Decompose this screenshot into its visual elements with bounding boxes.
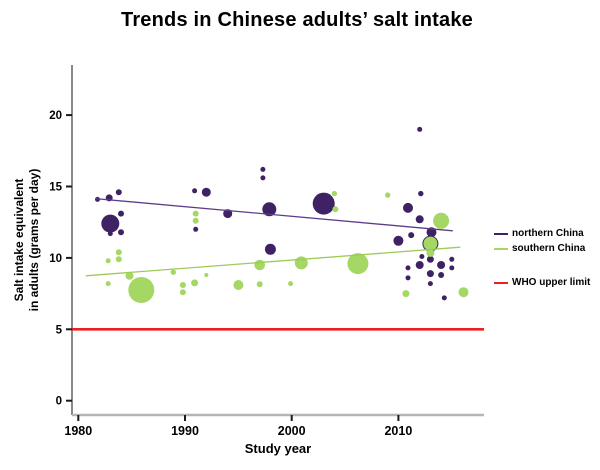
legend-item-southern: southern China (494, 241, 590, 256)
data-point-southern (233, 280, 244, 290)
data-point-northern (403, 202, 413, 213)
data-point-northern (426, 255, 434, 263)
data-point-northern (408, 232, 415, 239)
data-point-northern (415, 261, 424, 269)
legend-swatch-who-icon (494, 281, 508, 284)
data-point-northern (449, 256, 455, 262)
data-point-northern (419, 254, 425, 259)
data-point-southern (125, 271, 134, 280)
data-point-northern (415, 215, 424, 224)
data-point-northern (260, 166, 266, 172)
data-point-southern (426, 248, 435, 257)
data-point-northern (260, 175, 266, 181)
data-point-southern (288, 281, 294, 287)
data-point-northern (193, 226, 199, 232)
data-point-northern (118, 210, 124, 217)
data-point-southern (192, 217, 199, 224)
data-point-northern (405, 265, 411, 271)
y-tick-label: 20 (49, 110, 62, 122)
data-point-northern (312, 192, 335, 215)
y-tick-label: 5 (56, 324, 63, 336)
x-tick-label: 2010 (384, 424, 412, 438)
legend-item-northern: northern China (494, 226, 590, 241)
legend: northern China southern China WHO upper … (494, 226, 590, 290)
data-point-southern (179, 282, 186, 288)
x-axis-label: Study year (244, 441, 312, 456)
data-point-northern (449, 265, 455, 271)
legend-swatch-southern-icon (494, 247, 508, 250)
data-point-northern (118, 229, 124, 236)
legend-label-northern: northern China (512, 228, 584, 239)
x-tick-label: 1980 (64, 424, 92, 438)
data-point-northern (426, 270, 434, 278)
data-point-northern (107, 231, 113, 237)
data-point-northern (115, 189, 122, 196)
legend-label-who-limit: WHO upper limit (512, 277, 591, 288)
data-point-southern (347, 253, 369, 275)
data-point-southern (332, 206, 339, 213)
legend-item-who-limit: WHO upper limit (494, 275, 590, 290)
trend-line-southern (85, 246, 461, 277)
data-point-southern (105, 281, 111, 287)
data-point-southern (170, 269, 176, 275)
data-point-northern (262, 202, 277, 217)
x-tick-label: 1990 (171, 424, 199, 438)
data-point-southern (256, 281, 263, 288)
data-point-northern (264, 243, 276, 255)
data-point-southern (254, 259, 265, 271)
data-point-southern (179, 289, 186, 296)
data-point-southern (331, 190, 338, 197)
legend-swatch-northern-icon (494, 232, 508, 235)
trend-line-northern (95, 197, 453, 232)
data-point-southern (115, 249, 122, 256)
data-point-southern (423, 236, 438, 251)
data-point-northern (201, 187, 211, 197)
data-point-southern (385, 192, 391, 198)
data-point-southern (458, 287, 469, 298)
y-tick-label: 0 (56, 396, 62, 408)
data-point-northern (418, 190, 424, 197)
data-point-southern (192, 210, 199, 217)
data-point-northern (101, 214, 120, 233)
data-point-southern (191, 279, 199, 287)
y-tick-label: 10 (49, 253, 62, 265)
data-point-southern (128, 277, 155, 303)
legend-label-southern: southern China (512, 243, 586, 254)
data-point-southern (433, 212, 450, 229)
data-point-northern (437, 261, 446, 269)
x-tick-label: 2000 (278, 424, 306, 438)
data-point-northern (441, 295, 447, 301)
data-point-southern (105, 258, 111, 264)
y-tick-label: 15 (49, 182, 62, 194)
data-point-southern (402, 290, 410, 298)
data-point-northern (417, 126, 423, 132)
data-point-northern (192, 188, 198, 194)
data-point-southern (115, 256, 122, 263)
chart-title: Trends in Chinese adults’ salt intake (121, 9, 473, 31)
data-point-northern (393, 235, 404, 246)
data-point-northern (438, 272, 445, 278)
data-point-southern (204, 273, 209, 277)
data-point-northern (427, 281, 433, 287)
data-point-northern (405, 275, 411, 281)
